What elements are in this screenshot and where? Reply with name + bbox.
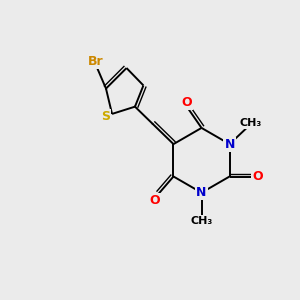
Text: N: N <box>224 138 235 151</box>
Text: O: O <box>182 96 192 109</box>
Text: S: S <box>101 110 110 123</box>
Text: O: O <box>149 194 160 207</box>
Text: N: N <box>196 186 207 199</box>
Text: CH₃: CH₃ <box>190 216 213 226</box>
Text: CH₃: CH₃ <box>239 118 261 128</box>
Text: O: O <box>252 170 262 183</box>
Text: Br: Br <box>88 55 103 68</box>
